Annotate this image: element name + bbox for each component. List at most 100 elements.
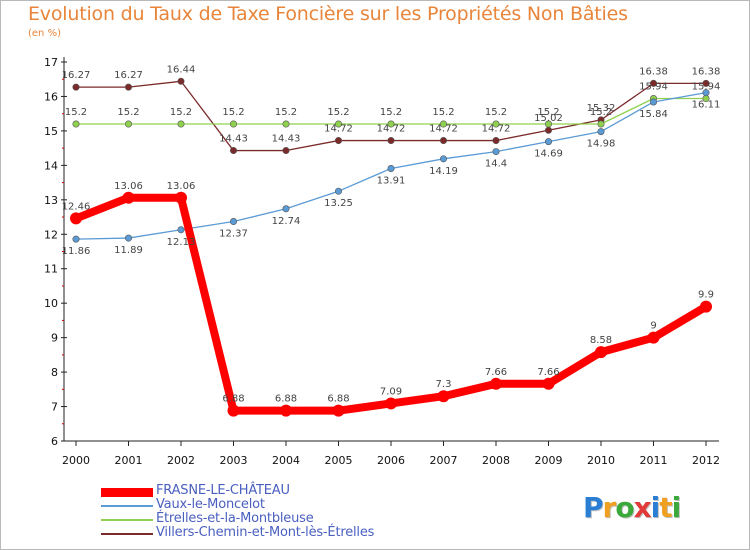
data-label: 16.44 (167, 64, 196, 75)
legend-label: Étrelles-et-la-Montbleuse (156, 511, 314, 526)
data-label: 9.9 (698, 290, 714, 301)
legend-swatch (101, 505, 153, 507)
legend-swatch (101, 519, 153, 521)
series-3 (72, 77, 710, 155)
y-tick-label: 17 (44, 56, 58, 69)
data-label: 15.2 (222, 107, 244, 118)
data-point (439, 155, 447, 163)
data-labels-layer: 12.46 13.06 13.06 6.88 6.88 6.88 7.09 7.3 7.66 7.… (62, 64, 721, 404)
data-label: 15.2 (275, 107, 297, 118)
data-label: 13.25 (324, 198, 353, 209)
x-tick-label: 2003 (220, 454, 248, 467)
data-label: 7.66 (537, 367, 559, 378)
data-label: 8.58 (590, 335, 612, 346)
data-label: 12.37 (219, 229, 248, 240)
data-point (72, 235, 80, 243)
x-tick-label: 2010 (587, 454, 615, 467)
legend-label: FRASNE-LE-CHÂTEAU (156, 483, 290, 498)
data-label: 15.2 (380, 107, 402, 118)
data-label: 16.38 (639, 66, 668, 77)
chart-subtitle: (en %) (28, 28, 61, 39)
proxiti-logo: Proxiti (583, 491, 681, 524)
data-label: 15.84 (639, 109, 668, 120)
y-tick-label: 11 (44, 263, 58, 276)
data-label: 14.72 (377, 124, 406, 135)
x-tick-label: 2006 (377, 454, 405, 467)
data-point (544, 126, 552, 134)
data-label: 13.06 (167, 181, 196, 192)
data-label: 12.13 (167, 237, 196, 248)
data-point (492, 120, 500, 128)
data-point (542, 377, 555, 390)
data-point (125, 83, 133, 91)
data-label: 11.86 (62, 246, 91, 257)
data-point (282, 120, 290, 128)
data-point (125, 120, 133, 128)
x-tick-label: 2012 (692, 454, 720, 467)
data-point (649, 98, 657, 106)
y-tick-label: 8 (51, 366, 58, 379)
series-line (72, 193, 710, 415)
data-label: 16.38 (692, 66, 721, 77)
x-tick-label: 2001 (115, 454, 143, 467)
data-point (177, 120, 185, 128)
series-0 (70, 191, 712, 417)
series-2 (72, 95, 710, 128)
data-label: 6.88 (327, 394, 349, 405)
data-label: 15.2 (170, 107, 192, 118)
x-tick-label: 2000 (62, 454, 90, 467)
data-point (282, 147, 290, 155)
y-tick-label: 12 (44, 228, 58, 241)
legend-label: Vaux-le-Moncelot (156, 497, 265, 512)
y-tick-label: 9 (51, 332, 58, 345)
data-point (334, 187, 342, 195)
data-point (492, 148, 500, 156)
data-label: 14.43 (272, 134, 301, 145)
data-point (177, 226, 185, 234)
data-label: 14.72 (429, 124, 458, 135)
data-point (702, 79, 710, 87)
data-point (490, 377, 502, 390)
data-label: 13.06 (114, 181, 143, 192)
data-label: 15.2 (485, 107, 507, 118)
chart-axes: 6 7 8 9 10 11 12 13 14 15 16 17 2000 2001 2002 2003 2004… (44, 56, 720, 467)
data-label: 15.2 (327, 107, 349, 118)
data-point (387, 137, 395, 145)
data-point (437, 390, 450, 403)
data-label: 15.2 (117, 107, 139, 118)
y-tick-label: 16 (44, 90, 58, 103)
data-label: 6.88 (222, 394, 244, 405)
x-tick-label: 2005 (325, 454, 353, 467)
data-label: 14.98 (587, 139, 616, 150)
data-label: 11.89 (114, 245, 143, 256)
data-point (647, 331, 660, 344)
y-tick-label: 10 (44, 297, 58, 310)
data-label: 15.02 (534, 113, 563, 124)
data-point (122, 191, 135, 204)
data-label: 14.43 (219, 134, 248, 145)
y-tick-label: 6 (51, 435, 58, 448)
data-label: 7.66 (485, 367, 507, 378)
legend-label: Villers-Chemin-et-Mont-lès-Étrelles (156, 525, 375, 540)
legend-swatch (101, 488, 153, 497)
data-point (387, 164, 395, 172)
data-point (544, 138, 552, 146)
data-label: 14.72 (324, 124, 353, 135)
series-layer (70, 77, 712, 417)
data-point (334, 137, 342, 145)
x-tick-label: 2002 (167, 454, 195, 467)
data-point (385, 397, 397, 410)
data-label: 14.4 (485, 159, 507, 170)
data-point (439, 137, 447, 145)
data-point (72, 83, 80, 91)
data-point (332, 404, 345, 417)
data-point (280, 404, 292, 417)
data-label: 7.3 (436, 379, 452, 390)
data-label: 13.91 (377, 175, 406, 186)
data-label: 7.09 (380, 386, 402, 397)
data-point (227, 404, 240, 417)
data-label: 15.2 (65, 107, 87, 118)
data-point (387, 120, 395, 128)
